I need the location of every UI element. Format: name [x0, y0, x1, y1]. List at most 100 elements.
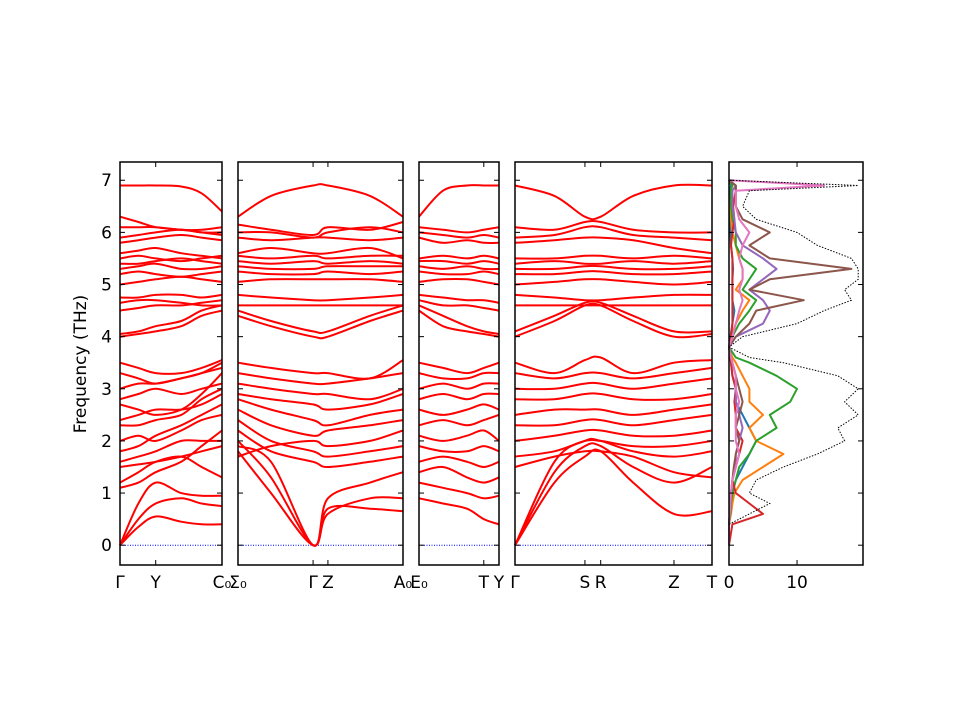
- phonon-band: [514, 236, 713, 255]
- projected-dos-line-7: [728, 179, 826, 546]
- phonon-band: [418, 371, 500, 380]
- dos-panel: 0 10: [724, 161, 864, 593]
- phonon-band: [514, 260, 713, 265]
- y-tick-label: 6: [101, 223, 112, 243]
- total-dos-line: [728, 179, 860, 546]
- phonon-band: [237, 429, 404, 458]
- y-tick-label: 5: [101, 276, 112, 296]
- phonon-band: [418, 184, 499, 218]
- phonon-band: [119, 304, 223, 335]
- phonon-band: [418, 231, 500, 239]
- dos-x-tick-label: 0: [724, 573, 735, 593]
- phonon-band: [119, 403, 223, 453]
- k-point-label: S: [580, 573, 591, 593]
- phonon-band: [514, 264, 713, 271]
- phonon-band: [418, 497, 500, 526]
- phonon-band: [514, 377, 713, 391]
- phonon-band: [514, 403, 713, 416]
- projected-dos-line-3: [728, 179, 798, 546]
- phonon-band: [237, 382, 404, 401]
- phonon-band: [418, 236, 500, 244]
- phonon-band: [237, 226, 404, 239]
- phonon-band: [119, 445, 223, 468]
- phonon-band: [237, 265, 403, 271]
- phonon-band: [119, 246, 223, 260]
- panel-frame: [237, 161, 404, 566]
- phonon-band: [514, 442, 713, 546]
- y-tick-label: 0: [101, 536, 112, 556]
- panel-frame: [728, 161, 864, 566]
- phonon-band: [119, 270, 223, 278]
- phonon-band: [418, 254, 500, 260]
- phonon-band: [119, 413, 223, 442]
- phonon-band: [237, 260, 404, 265]
- phonon-band: [237, 246, 404, 260]
- phonon-band: [514, 449, 713, 479]
- dos-x-tick-label: 10: [786, 573, 808, 593]
- phonon-band: [237, 304, 404, 335]
- phonon-band: [418, 361, 500, 375]
- phonon-band: [418, 304, 500, 335]
- k-point-label: R: [595, 573, 607, 593]
- k-point-label: Y: [493, 573, 505, 593]
- k-point-label: T: [706, 573, 718, 593]
- panel-frame: [418, 161, 500, 566]
- phonon-band: [514, 225, 713, 242]
- phonon-band: [514, 438, 713, 458]
- phonon-band: [119, 254, 223, 263]
- phonon-band: [237, 408, 404, 437]
- phonon-band: [514, 254, 713, 260]
- y-tick-label: 2: [101, 432, 112, 452]
- phonon-band: [514, 300, 713, 334]
- phonon-band: [119, 293, 223, 299]
- phonon-band: [237, 270, 404, 276]
- band-panel-1: Γ Y C₀ 0 1 2 3 4 5 6 7: [101, 161, 232, 593]
- k-point-label: Z: [322, 573, 334, 593]
- phonon-band: [237, 278, 404, 283]
- phonon-band: [119, 515, 223, 546]
- phonon-band: [237, 309, 404, 340]
- phonon-band: [119, 481, 223, 546]
- k-point-label: Γ: [510, 573, 520, 593]
- k-point-label: Y: [150, 573, 162, 593]
- band-panel-2: Σ₀ Γ Z A₀: [229, 161, 412, 593]
- k-point-label: Σ₀: [229, 573, 247, 593]
- phonon-band: [418, 465, 500, 484]
- phonon-band: [119, 429, 223, 489]
- phonon-band: [119, 184, 223, 213]
- phonon-band: [514, 220, 713, 234]
- phonon-band: [237, 236, 404, 242]
- phonon-band: [418, 259, 500, 265]
- y-tick-label: 3: [101, 380, 112, 400]
- phonon-band: [418, 403, 500, 416]
- y-tick-label: 7: [101, 171, 112, 191]
- panel-frame: [514, 161, 713, 566]
- panel-frame: [119, 161, 223, 566]
- k-point-label: T: [478, 573, 490, 593]
- phonon-band: [237, 183, 404, 218]
- phonon-band: [119, 275, 223, 286]
- phonon-band: [514, 293, 713, 302]
- phonon-band: [237, 419, 404, 458]
- phonon-band: [418, 413, 500, 427]
- k-point-label: Z: [668, 573, 680, 593]
- phonon-band: [119, 372, 223, 416]
- phonon-band: [237, 398, 404, 427]
- phonon-band: [514, 413, 713, 427]
- phonon-band: [514, 366, 713, 380]
- phonon-band: [418, 455, 500, 469]
- phonon-band: [119, 215, 223, 236]
- phonon-band: [119, 233, 223, 244]
- phonon-band: [418, 226, 500, 234]
- y-axis-label: Frequency (THz): [71, 295, 91, 434]
- y-tick-label: 4: [101, 328, 112, 348]
- phonon-band: [119, 361, 223, 385]
- phonon-band: [418, 265, 500, 271]
- phonon-band: [418, 445, 500, 453]
- k-point-label: C₀: [213, 573, 232, 593]
- phonon-band: [119, 298, 223, 307]
- phonon-band: [119, 439, 222, 463]
- phonon-band: [119, 262, 223, 271]
- phonon-band: [418, 278, 500, 286]
